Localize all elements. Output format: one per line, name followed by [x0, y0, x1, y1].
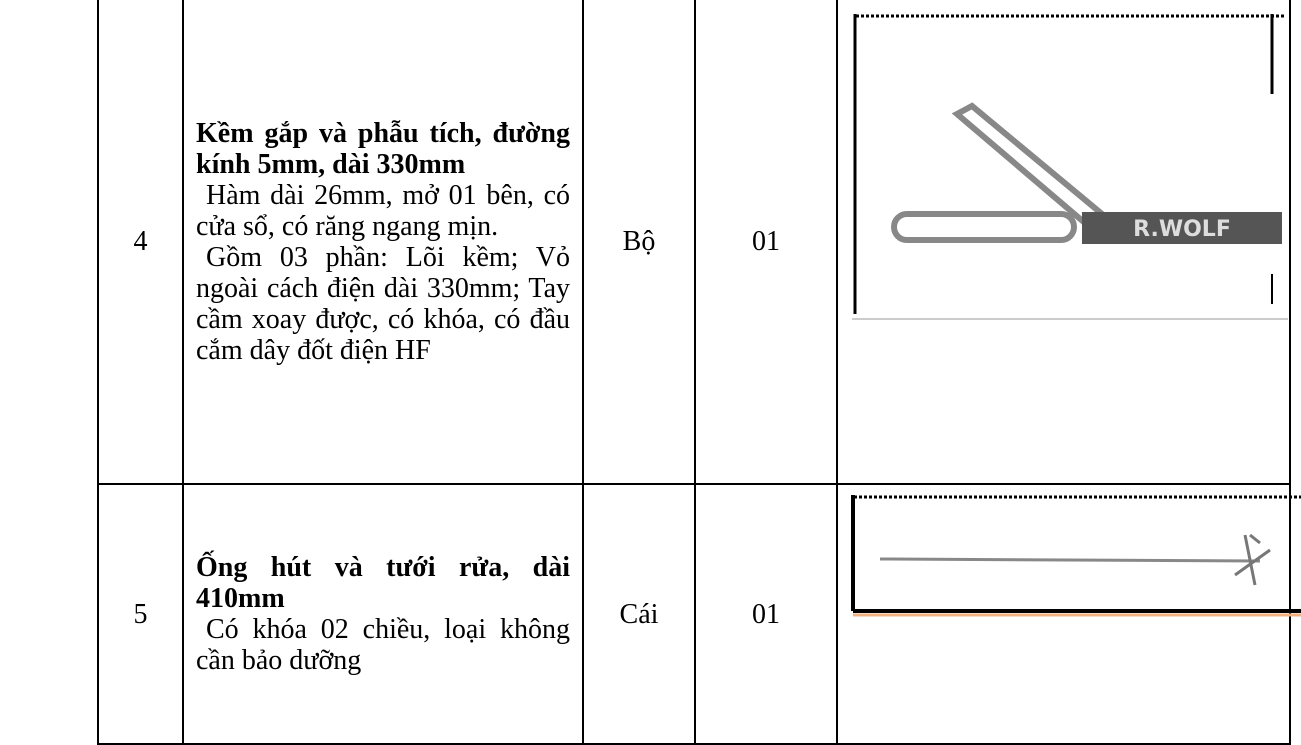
product-image: R.WOLF	[852, 14, 1288, 320]
equipment-table: 4 Kềm gắp và phẫu tích, đường kính 5mm, …	[97, 0, 1301, 745]
quantity: 01	[694, 0, 838, 485]
item-detail: Hàm dài 26mm, mở 01 bên, có cửa sổ, có r…	[196, 179, 570, 242]
unit: Bộ	[582, 0, 696, 485]
item-detail: Có khóa 02 chiều, loại không cần bảo dưỡ…	[196, 614, 570, 676]
quantity: 01	[694, 483, 838, 745]
image-label: R.WOLF	[1133, 217, 1231, 242]
image-cell: R.WOLF	[836, 0, 1291, 485]
item-detail: Gồm 03 phần: Lõi kềm; Vỏ ngoài cách điện…	[196, 241, 570, 366]
image-cell	[836, 483, 1301, 745]
item-title: Kềm gắp và phẫu tích, đường kính 5mm, dà…	[196, 117, 570, 180]
row-number: 4	[97, 0, 184, 485]
row-number: 5	[97, 483, 184, 745]
table-row: 4 Kềm gắp và phẫu tích, đường kính 5mm, …	[97, 0, 1291, 485]
page: {"table": {"rows": [ {"number": "4", "ti…	[97, 0, 1301, 745]
product-image	[851, 495, 1301, 617]
unit: Cái	[582, 483, 696, 745]
item-description: Kềm gắp và phẫu tích, đường kính 5mm, dà…	[182, 0, 584, 485]
item-description: Ống hút và tưới rửa, dài 410mm Có khóa 0…	[182, 483, 584, 745]
item-title: Ống hút và tưới rửa, dài 410mm	[196, 552, 570, 614]
table-row: 5 Ống hút và tưới rửa, dài 410mm Có khóa…	[97, 483, 1301, 745]
